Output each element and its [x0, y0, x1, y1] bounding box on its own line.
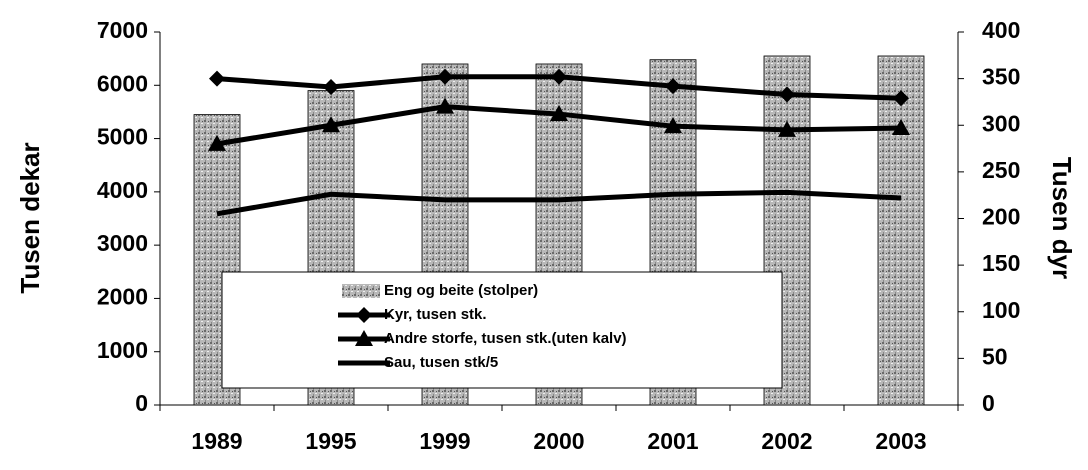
x-tick-label: 2000 — [533, 428, 584, 454]
triangle-marker — [550, 105, 568, 122]
y2-tick-label: 0 — [982, 390, 995, 416]
y-tick-label: 5000 — [97, 124, 148, 150]
diamond-marker — [323, 79, 339, 96]
y2-axis-title: Tusen dyr — [1047, 157, 1077, 279]
y2-tick-label: 400 — [982, 17, 1020, 43]
y-tick-label: 0 — [135, 390, 148, 416]
triangle-marker — [664, 117, 682, 134]
triangle-marker — [355, 330, 373, 346]
diamond-marker — [893, 90, 909, 107]
y-tick-label: 3000 — [97, 230, 148, 256]
legend-label: Sau, tusen stk/5 — [384, 354, 498, 371]
y2-tick-label: 300 — [982, 110, 1020, 136]
legend-box — [221, 271, 783, 389]
diamond-marker — [437, 68, 453, 85]
legend-swatch — [342, 284, 380, 298]
y2-tick-label: 350 — [982, 64, 1020, 90]
bar — [877, 55, 925, 406]
x-tick-label: 1999 — [419, 428, 470, 454]
x-tick-label: 1989 — [191, 428, 242, 454]
line — [216, 189, 902, 217]
diamond-marker — [779, 86, 795, 103]
y-tick-label: 7000 — [97, 17, 148, 43]
triangle-marker — [322, 116, 340, 133]
diamond-marker — [665, 78, 681, 95]
y2-tick-label: 150 — [982, 250, 1020, 276]
triangle-marker — [892, 119, 910, 136]
triangle-marker — [778, 120, 796, 137]
y2-tick-label: 200 — [982, 204, 1020, 230]
legend-label: Eng og beite (stolper) — [384, 282, 538, 299]
x-tick-label: 2001 — [647, 428, 698, 454]
y2-tick-label: 100 — [982, 297, 1020, 323]
legend-label: Kyr, tusen stk. — [384, 306, 487, 323]
x-tick-label: 2003 — [875, 428, 926, 454]
diamond-marker — [209, 70, 225, 87]
y-tick-label: 4000 — [97, 177, 148, 203]
legend-label: Andre storfe, tusen stk.(uten kalv) — [384, 330, 627, 347]
y-tick-label: 2000 — [97, 284, 148, 310]
y2-tick-label: 250 — [982, 157, 1020, 183]
triangle-marker — [208, 134, 226, 151]
diamond-marker — [356, 307, 372, 323]
legend: Eng og beite (stolper) Kyr, tusen stk. And… — [221, 271, 783, 389]
x-tick-label: 1995 — [305, 428, 356, 454]
x-tick-label: 2002 — [761, 428, 812, 454]
diamond-marker — [551, 68, 567, 85]
y-axis-title: Tusen dekar — [15, 142, 45, 293]
y-tick-label: 6000 — [97, 70, 148, 96]
y2-tick-label: 50 — [982, 343, 1008, 369]
triangle-marker — [436, 97, 454, 114]
y-tick-label: 1000 — [97, 337, 148, 363]
